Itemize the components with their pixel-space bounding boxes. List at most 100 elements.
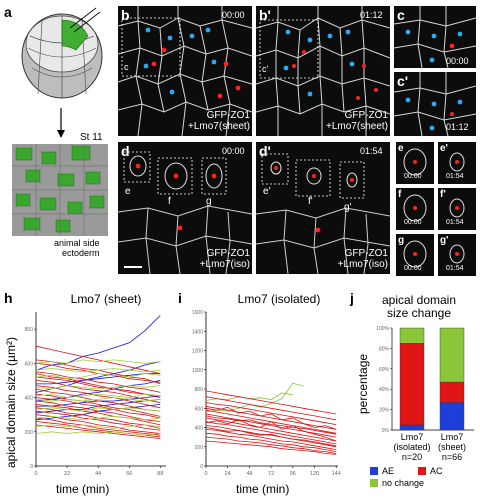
x-tick-label: 66 xyxy=(126,471,132,476)
category-label: Lmo7 (isolated) n=20 xyxy=(393,432,430,462)
chart-h-ylabel: apical domain size (µm²) xyxy=(4,337,18,468)
panel-letter-small: g xyxy=(398,235,405,246)
x-tick-label: 96 xyxy=(290,471,296,476)
y-tick-label: 600 xyxy=(195,406,204,412)
timestamp-small: 01:54 xyxy=(446,265,464,272)
series-line-decrease xyxy=(35,376,161,397)
category-label-line: n=66 xyxy=(442,452,462,462)
series-line-decrease xyxy=(205,429,337,450)
timestamp-d-prime: 01:54 xyxy=(360,146,383,156)
y-tick-label: 600 xyxy=(25,361,34,367)
micrograph-g: g 00:00 xyxy=(396,234,434,276)
panel-letter-c-prime: c' xyxy=(397,73,409,89)
series-line-decrease xyxy=(205,417,337,442)
box-label-g-prime: g' xyxy=(344,202,352,213)
series-line-decrease xyxy=(35,417,161,436)
series-line-decrease xyxy=(205,440,337,455)
series-line-decrease xyxy=(205,396,337,421)
panel-letter-small: g' xyxy=(440,235,449,246)
box-label-e: e xyxy=(125,186,131,197)
bar-segment-AC xyxy=(439,381,465,403)
panel-letter-small: e xyxy=(398,143,404,154)
legend-swatch xyxy=(418,467,426,475)
x-tick-label: 144 xyxy=(332,471,341,476)
panel-letter-c: c xyxy=(397,7,405,23)
embryo-diagram xyxy=(21,7,103,99)
y-tick-label: 200 xyxy=(195,445,204,451)
y-tick-label: 20% xyxy=(379,408,390,414)
box-label-g: g xyxy=(206,196,212,207)
series-line-decrease xyxy=(205,427,337,447)
series-line-decrease xyxy=(35,380,161,404)
panel-letter-d-prime: d' xyxy=(259,143,271,159)
series-line-decrease xyxy=(35,410,161,431)
series-line-no_change xyxy=(35,424,161,429)
y-tick-label: 400 xyxy=(195,426,204,432)
series-line-decrease xyxy=(35,345,161,374)
micrograph-f: f 00:00 xyxy=(396,188,434,230)
chart-i-title: Lmo7 (isolated) xyxy=(237,292,321,306)
bar-segment-AC xyxy=(399,343,425,426)
chart-j: 0%20%40%60%80%100%Lmo7 (isolated) n=20Lmo7… xyxy=(370,326,474,488)
y-tick-label: 800 xyxy=(195,387,204,393)
y-tick-label: 1000 xyxy=(192,368,203,374)
chart-h: 0 200 400 600 800 0 22 44 66 88 xyxy=(25,312,166,476)
panel-letter-small: f' xyxy=(440,189,446,200)
stage-label: St 11 xyxy=(80,132,103,143)
legend-label: AE xyxy=(382,466,394,476)
scale-bar-d xyxy=(124,266,142,268)
timestamp-small: 01:54 xyxy=(446,219,464,226)
series-line-no_change xyxy=(35,431,161,436)
timestamp-b: 00:00 xyxy=(222,10,245,20)
x-tick-label: 120 xyxy=(310,471,319,476)
panel-letter-i: i xyxy=(178,290,182,306)
x-tick-label: 48 xyxy=(246,471,252,476)
series-line-decrease xyxy=(205,406,337,430)
micrograph-e-prime: e' 01:54 xyxy=(438,142,476,184)
series-line-decrease xyxy=(35,371,161,393)
category-label-line: (sheet) xyxy=(438,442,466,452)
chart-i: 0 200 400 600 800 1000 1200 1400 1600 0 24 48 72 96 12… xyxy=(192,310,341,476)
legend-swatch xyxy=(370,467,378,475)
series-line-no_change xyxy=(205,382,304,413)
y-tick-label: 1200 xyxy=(192,349,203,355)
series-line-increase xyxy=(35,315,161,371)
x-tick-label: 88 xyxy=(157,471,163,476)
series-line-decrease xyxy=(205,413,337,438)
series-line-decrease xyxy=(35,385,161,409)
panel-letter-a: a xyxy=(4,4,12,20)
series-line-increase xyxy=(35,380,161,402)
timestamp-d: 00:00 xyxy=(222,146,245,156)
series-line-no_change xyxy=(35,368,161,373)
bar-segment-AE xyxy=(399,424,425,431)
y-tick-label: 800 xyxy=(25,327,34,333)
caption-d-prime: GFP-ZO1 +Lmo7(iso) xyxy=(337,248,388,270)
series-line-no_change xyxy=(35,385,161,390)
series-line-decrease xyxy=(35,393,161,417)
category-label-line: Lmo7 xyxy=(401,432,424,442)
micrograph-d-prime xyxy=(256,142,390,274)
y-tick-label: 80% xyxy=(379,346,390,352)
timestamp-small: 00:00 xyxy=(404,173,422,180)
box-label-c: c xyxy=(124,62,129,72)
series-line-decrease xyxy=(205,421,337,445)
micrograph-g-prime: g' 01:54 xyxy=(438,234,476,276)
category-label-line: n=20 xyxy=(402,452,422,462)
series-line-decrease xyxy=(35,373,161,398)
series-line-decrease xyxy=(205,415,337,435)
series-line-no_change xyxy=(35,359,161,364)
series-line-decrease xyxy=(205,432,337,452)
chart-h-xlabel: time (min) xyxy=(56,482,110,496)
y-tick-label: 200 xyxy=(25,430,34,436)
category-label-line: Lmo7 xyxy=(441,432,464,442)
panel-letter-h: h xyxy=(4,290,13,306)
x-tick-label: 22 xyxy=(64,471,70,476)
chart-h-title: Lmo7 (sheet) xyxy=(70,292,142,306)
y-tick-label: 100% xyxy=(376,326,389,332)
bar-segment-AE xyxy=(439,402,465,431)
box-label-e-prime: e' xyxy=(263,186,271,197)
legend-swatch xyxy=(370,479,378,487)
micrograph-f-prime: f' 01:54 xyxy=(438,188,476,230)
timestamp-small: 00:00 xyxy=(404,265,422,272)
micrograph-b xyxy=(118,6,252,136)
